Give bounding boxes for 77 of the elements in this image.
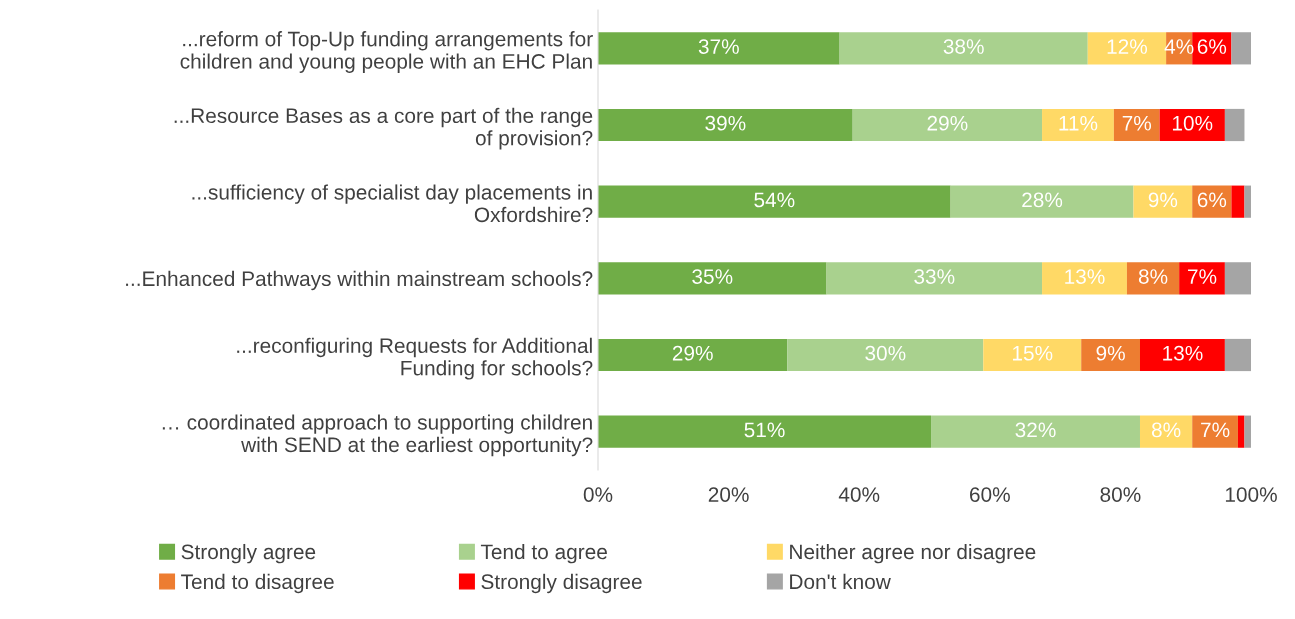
data-label: 8%	[1138, 269, 1168, 284]
bar	[1231, 32, 1251, 65]
x-tick-label: 20%	[708, 487, 749, 502]
x-tick-label: 0%	[583, 487, 613, 502]
bar	[598, 262, 827, 295]
data-label: 51%	[744, 422, 785, 438]
bar	[598, 32, 840, 65]
data-label: 39%	[705, 115, 746, 131]
data-label: 8%	[1151, 422, 1181, 438]
data-label: 29%	[672, 345, 713, 361]
legend-label: Tend to agree	[480, 543, 607, 564]
bar	[1244, 185, 1251, 218]
data-label: 13%	[1065, 269, 1105, 284]
legend-label: Tend to disagree	[181, 573, 334, 594]
data-label: 28%	[1022, 192, 1063, 208]
data-label: 15%	[1012, 345, 1053, 361]
bar	[826, 262, 1043, 295]
data-label: 37%	[698, 39, 739, 54]
data-label: 35%	[692, 269, 733, 284]
x-tick-label: 40%	[838, 487, 880, 502]
bar	[1139, 338, 1225, 372]
x-tick-label: 60%	[970, 487, 1010, 502]
bar	[1133, 185, 1193, 218]
x-tick-label: 80%	[1100, 487, 1141, 502]
bar	[931, 415, 1140, 448]
bar	[598, 108, 853, 142]
data-label: 13%	[1163, 345, 1203, 361]
legend-label: Strongly disagree	[481, 573, 642, 594]
data-label: 11%	[1059, 115, 1098, 131]
legend-label: Strongly agree	[181, 543, 316, 564]
bar	[1113, 108, 1160, 142]
bar	[1179, 262, 1225, 295]
data-label: 54%	[754, 192, 795, 208]
bar	[1042, 262, 1127, 295]
bar	[983, 338, 1082, 372]
bar	[1126, 262, 1180, 295]
bar	[1224, 262, 1251, 295]
y-tick-label: … coordinated approach to supporting children with SEND at the earliest opportunity?	[162, 414, 593, 457]
legend-label: Neither agree nor disagree	[790, 543, 1036, 564]
bar	[1231, 185, 1245, 218]
data-label: 33%	[914, 269, 955, 284]
bar	[1192, 415, 1238, 448]
bar	[1224, 338, 1251, 372]
data-label: 7%	[1122, 115, 1152, 131]
bar	[950, 185, 1134, 218]
data-label: 10%	[1172, 115, 1213, 131]
bar	[1081, 338, 1140, 372]
bar	[787, 338, 984, 372]
bar	[852, 108, 1043, 142]
bar	[1224, 108, 1245, 142]
bar	[1244, 415, 1251, 448]
bar	[839, 32, 1088, 65]
data-label: 7%	[1201, 422, 1230, 438]
y-tick-label: ...Enhanced Pathways within mainstream schools?	[126, 270, 593, 291]
data-label: 32%	[1015, 422, 1056, 438]
data-label: 38%	[943, 39, 984, 54]
bar	[1159, 108, 1225, 142]
data-label: 9%	[1096, 345, 1125, 361]
data-label: 6%	[1197, 39, 1227, 54]
x-tick-label: 100%	[1225, 487, 1277, 502]
bar	[598, 185, 951, 218]
data-label: 30%	[865, 345, 906, 361]
y-tick-label: ...Resource Bases as a core part of the range of provision?	[174, 107, 593, 150]
bar	[598, 338, 788, 372]
bar	[1237, 415, 1245, 448]
bar	[598, 415, 932, 448]
data-label: 12%	[1107, 39, 1148, 54]
bar	[1139, 415, 1193, 448]
data-label: 7%	[1188, 269, 1217, 284]
y-tick-label: ...sufficiency of specialist day placements in Oxfordshire?	[192, 184, 593, 223]
data-label: 29%	[927, 115, 968, 131]
data-label: 9%	[1148, 192, 1178, 208]
legend-label: Don't know	[790, 573, 891, 590]
data-label: 6%	[1197, 192, 1227, 208]
y-tick-label: ...reconfiguring Requests for Additional Funding for schools?	[237, 337, 593, 380]
bar	[1042, 108, 1114, 142]
y-tick-label: ...reform of Top-Up funding arrangements for children and young people with an EHC Plan	[180, 31, 593, 73]
